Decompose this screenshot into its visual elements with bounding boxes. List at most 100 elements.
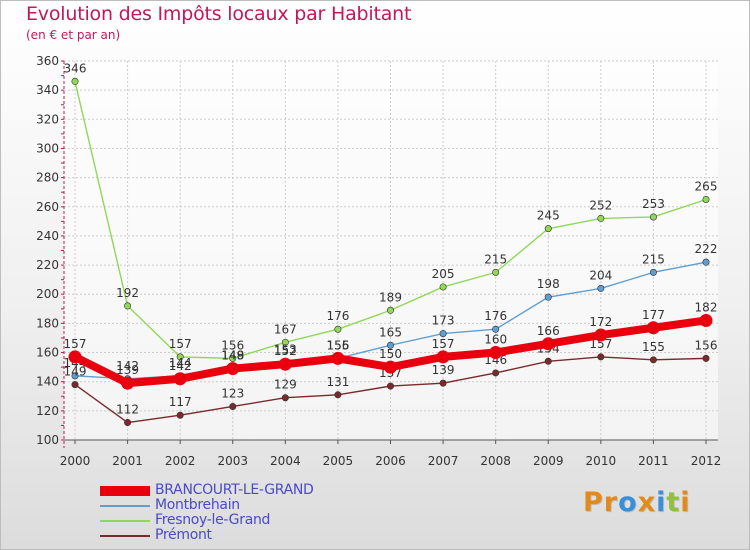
- y-tick-label: 220: [36, 258, 59, 272]
- x-tick-label: 2002: [165, 454, 196, 468]
- data-point: [597, 353, 605, 361]
- x-tick-label: 2012: [691, 454, 722, 468]
- y-tick-label: 200: [36, 287, 59, 301]
- data-label: 176: [484, 309, 507, 323]
- legend-swatch: [100, 505, 150, 507]
- data-label: 346: [64, 61, 87, 75]
- data-point: [439, 283, 447, 291]
- x-tick-label: 2006: [375, 454, 406, 468]
- x-tick-label: 2009: [533, 454, 564, 468]
- data-label: 265: [695, 179, 718, 193]
- data-label: 176: [326, 309, 349, 323]
- data-point: [386, 341, 394, 349]
- data-label: 156: [695, 338, 718, 352]
- data-point: [229, 354, 237, 362]
- legend-label: Montbrehain: [155, 497, 240, 513]
- data-label: 182: [695, 300, 718, 314]
- data-label: 112: [116, 403, 139, 417]
- data-label: 222: [695, 242, 718, 256]
- data-point: [334, 325, 342, 333]
- data-label: 150: [379, 347, 402, 361]
- data-point: [124, 302, 132, 310]
- data-label: 192: [116, 286, 139, 300]
- data-point: [176, 353, 184, 361]
- data-point: [281, 338, 289, 346]
- data-point: [702, 354, 710, 362]
- data-label: 157: [589, 337, 612, 351]
- data-label: 204: [589, 268, 612, 282]
- data-point: [386, 306, 394, 314]
- data-label: 131: [326, 375, 349, 389]
- data-point: [594, 328, 608, 342]
- x-tick-label: 2003: [217, 454, 248, 468]
- x-tick-label: 2007: [428, 454, 459, 468]
- data-label: 139: [432, 363, 455, 377]
- data-point: [386, 382, 394, 390]
- data-point: [439, 379, 447, 387]
- legend-label: Fresnoy-le-Grand: [155, 512, 271, 528]
- logo-letter: i: [656, 487, 667, 518]
- data-label: 157: [432, 337, 455, 351]
- data-point: [124, 419, 132, 427]
- data-label: 215: [484, 252, 507, 266]
- data-label: 123: [221, 386, 244, 400]
- x-tick-label: 2010: [586, 454, 617, 468]
- data-label: 152: [274, 344, 297, 358]
- data-point: [597, 214, 605, 222]
- data-point: [384, 360, 397, 374]
- data-label: 142: [116, 359, 139, 373]
- data-label: 153: [274, 343, 297, 357]
- data-label: 167: [274, 322, 297, 336]
- legend-swatch: [100, 486, 150, 496]
- legend-swatch: [100, 535, 150, 537]
- data-point: [544, 357, 552, 365]
- data-point: [492, 268, 500, 276]
- x-tick-label: 2008: [480, 454, 511, 468]
- data-point: [121, 376, 135, 390]
- data-label: 155: [326, 338, 349, 352]
- data-point: [544, 293, 552, 301]
- y-tick-label: 260: [36, 200, 59, 214]
- logo-letter: o: [618, 487, 638, 518]
- data-point: [71, 77, 79, 85]
- data-point: [649, 213, 657, 221]
- data-point: [71, 372, 79, 380]
- chart-subtitle: (en € et par an): [26, 28, 121, 42]
- data-label: 166: [537, 324, 560, 338]
- data-point: [646, 321, 660, 335]
- data-label: 144: [169, 356, 192, 370]
- data-label: 149: [64, 365, 87, 379]
- data-point: [492, 369, 500, 377]
- data-label: 157: [169, 337, 192, 351]
- data-point: [489, 346, 503, 360]
- x-tick-label: 2000: [60, 454, 91, 468]
- data-label: 215: [642, 252, 665, 266]
- data-label: 142: [169, 359, 192, 373]
- data-point: [331, 351, 345, 365]
- data-label: 205: [432, 267, 455, 281]
- y-tick-label: 160: [36, 346, 59, 360]
- y-tick-label: 120: [36, 404, 59, 418]
- data-point: [544, 225, 552, 233]
- data-label: 157: [64, 337, 87, 351]
- data-point: [439, 330, 447, 338]
- data-label: 173: [432, 314, 455, 328]
- data-point: [492, 325, 500, 333]
- y-tick-label: 360: [36, 54, 59, 68]
- y-tick-label: 140: [36, 375, 59, 389]
- data-label: 156: [326, 338, 349, 352]
- data-point: [176, 411, 184, 419]
- data-point: [173, 372, 187, 386]
- data-point: [436, 350, 450, 364]
- data-label: 160: [484, 333, 507, 347]
- data-label: 139: [116, 363, 139, 377]
- data-point: [226, 362, 240, 376]
- x-tick-label: 2011: [638, 454, 669, 468]
- logo-letter: r: [603, 487, 619, 518]
- data-point: [334, 391, 342, 399]
- data-label: 252: [589, 198, 612, 212]
- data-point: [649, 356, 657, 364]
- x-tick-label: 2004: [270, 454, 301, 468]
- data-label: 198: [537, 277, 560, 291]
